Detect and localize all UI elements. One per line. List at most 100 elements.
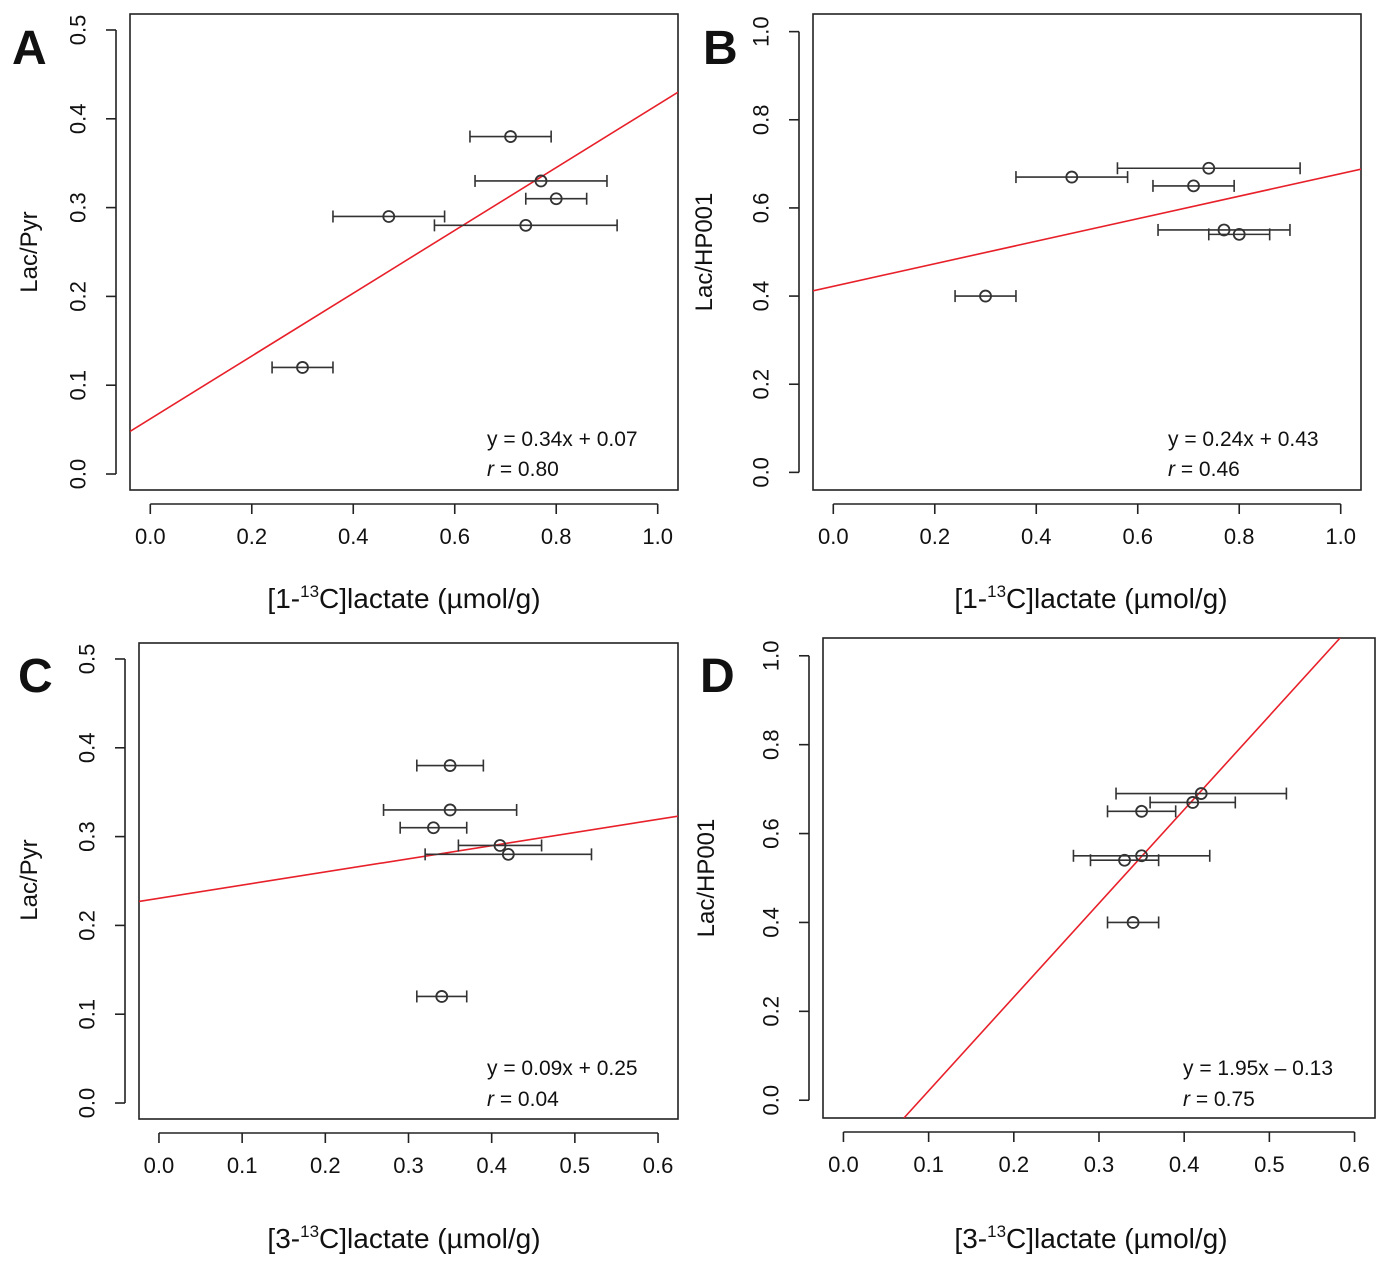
y-tick-label: 0.5	[75, 644, 100, 675]
regression-equation: y = 1.95x – 0.13	[1183, 1057, 1333, 1080]
x-tick-label: 0.1	[913, 1152, 944, 1177]
plot-frame	[812, 13, 1362, 491]
data-point	[519, 218, 533, 232]
x-tick-label: 0.0	[828, 1152, 859, 1177]
data-point	[1118, 853, 1131, 867]
data-point	[501, 847, 515, 861]
x-tick-label: 0.2	[999, 1152, 1030, 1177]
data-point	[443, 759, 457, 772]
data-point	[427, 821, 440, 835]
y-axis-label: Lac/HP001	[693, 819, 720, 938]
panel-letter: C	[18, 650, 53, 703]
y-tick-label: 0.8	[749, 104, 774, 135]
x-tick-label: 0.8	[1224, 524, 1255, 549]
y-tick-label: 0.2	[749, 369, 774, 400]
regression-line	[813, 168, 1361, 292]
data-point	[504, 130, 517, 143]
data-point	[1186, 796, 1200, 809]
correlation-coefficient: r = 0.75	[1183, 1088, 1255, 1111]
data-point	[1065, 170, 1079, 184]
y-tick-label: 0.3	[75, 821, 100, 852]
x-tick-label: 0.3	[1084, 1152, 1115, 1177]
correlation-coefficient: r = 0.46	[1168, 458, 1240, 481]
x-tick-label: 0.0	[818, 524, 849, 549]
y-tick-label: 0.2	[66, 281, 91, 312]
regression-equation: y = 0.34x + 0.07	[487, 428, 638, 451]
y-tick-label: 0.6	[759, 818, 784, 849]
regression-line	[139, 815, 678, 903]
x-tick-label: 0.6	[439, 524, 470, 549]
data-point	[493, 839, 507, 852]
correlation-coefficient: r = 0.80	[487, 458, 559, 481]
y-tick-label: 0.4	[75, 732, 100, 763]
correlation-coefficient: r = 0.04	[487, 1088, 559, 1111]
plot-area: 0.0 0.2 0.4 0.6 0.8 1.0 0.0 0.1 0.2 0.3 0.4 0.5	[66, 13, 679, 549]
data-point	[1135, 804, 1148, 818]
panel-letter: B	[703, 22, 738, 75]
y-tick-label: 0.0	[75, 1088, 100, 1119]
y-tick-label: 0.2	[75, 910, 100, 941]
x-tick-label: 0.1	[227, 1153, 258, 1178]
y-tick-label: 0.1	[75, 999, 100, 1030]
panel-letter: D	[700, 650, 735, 703]
regression-equation: y = 0.24x + 0.43	[1168, 428, 1319, 451]
panel-d: D 0.0 0.1 0.2 0.3 0.4 0.5 0.6 0.0 0.2 0.4 0.6 0.8 1.…	[693, 637, 1376, 1254]
data-point	[1217, 223, 1231, 237]
x-tick-label: 0.5	[560, 1153, 591, 1178]
plot-area: 0.0 0.2 0.4 0.6 0.8 1.0 0.0 0.2 0.4 0.6 0.8 1.0	[749, 13, 1362, 549]
x-axis-label: [3-13C]lactate (µmol/g)	[267, 1222, 540, 1254]
y-axis-label: Lac/Pyr	[16, 839, 43, 920]
data-point	[435, 990, 449, 1003]
x-tick-label: 0.8	[541, 524, 572, 549]
y-tick-label: 0.4	[66, 103, 91, 134]
x-tick-label: 0.2	[919, 524, 950, 549]
regression-equation: y = 0.09x + 0.25	[487, 1057, 638, 1080]
x-tick-label: 0.6	[1339, 1152, 1370, 1177]
data-point	[1232, 227, 1246, 241]
y-tick-label: 0.5	[66, 15, 91, 46]
x-tick-label: 0.2	[236, 524, 267, 549]
panel-a: A 0.0 0.2 0.4 0.6 0.8 1.0 0.0 0.1 0.2 0.3 0.4 0.5 L…	[12, 13, 679, 614]
data-point	[1135, 849, 1148, 863]
data-point	[1202, 161, 1216, 175]
regression-line	[903, 638, 1341, 1118]
plot-area: 0.0 0.1 0.2 0.3 0.4 0.5 0.6 0.0 0.2 0.4 0.6 0.8 1.0	[759, 637, 1376, 1177]
y-tick-label: 0.0	[749, 457, 774, 488]
plot-frame	[822, 637, 1376, 1119]
data-point	[979, 289, 992, 303]
y-tick-label: 0.1	[66, 370, 91, 401]
y-tick-label: 0.3	[66, 192, 91, 223]
data-point	[296, 361, 309, 374]
x-tick-label: 0.4	[1169, 1152, 1200, 1177]
x-tick-label: 0.0	[144, 1153, 175, 1178]
plot-frame	[138, 642, 679, 1120]
y-axis-label: Lac/HP001	[691, 193, 718, 312]
data-point	[443, 803, 457, 817]
panel-letter: A	[12, 22, 47, 75]
data-point	[549, 192, 563, 206]
x-tick-label: 1.0	[1325, 524, 1356, 549]
y-tick-label: 0.0	[66, 459, 91, 490]
x-tick-label: 0.3	[393, 1153, 424, 1178]
x-tick-label: 0.4	[1021, 524, 1052, 549]
y-tick-label: 1.0	[759, 640, 784, 671]
x-axis-label: [1-13C]lactate (µmol/g)	[267, 582, 540, 614]
y-tick-label: 0.2	[759, 996, 784, 1027]
y-tick-label: 0.6	[749, 193, 774, 224]
x-tick-label: 0.2	[310, 1153, 341, 1178]
data-point	[1194, 787, 1208, 800]
x-tick-label: 0.6	[1122, 524, 1153, 549]
y-tick-label: 1.0	[749, 16, 774, 47]
y-tick-label: 0.4	[749, 281, 774, 312]
y-axis-label: Lac/Pyr	[16, 211, 43, 292]
x-tick-label: 0.5	[1254, 1152, 1285, 1177]
data-point	[534, 174, 548, 188]
regression-line	[130, 91, 678, 433]
y-tick-label: 0.4	[759, 907, 784, 938]
data-point	[1187, 179, 1200, 193]
plot-area: 0.0 0.1 0.2 0.3 0.4 0.5 0.6 0.0 0.1 0.2 0.3 0.4 0.5	[75, 642, 679, 1178]
panel-b: B 0.0 0.2 0.4 0.6 0.8 1.0 0.0 0.2 0.4 0.6 0.8 1.0 L…	[691, 13, 1362, 614]
x-axis-label: [1-13C]lactate (µmol/g)	[954, 582, 1227, 614]
x-tick-label: 0.0	[135, 524, 166, 549]
